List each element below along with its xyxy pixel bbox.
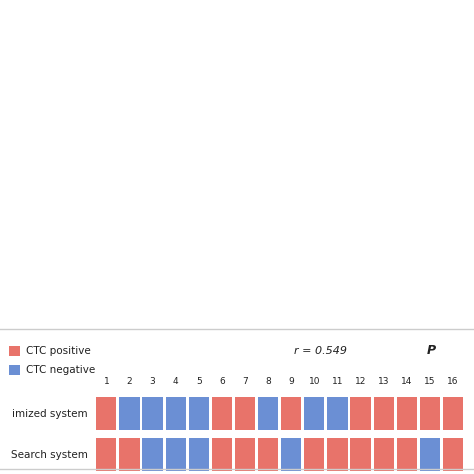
FancyBboxPatch shape: [304, 438, 324, 471]
Text: 10: 10: [309, 377, 320, 386]
Text: 16: 16: [447, 377, 459, 386]
Text: Search system: Search system: [11, 450, 88, 460]
Text: 3: 3: [150, 377, 155, 386]
Text: P: P: [427, 344, 436, 357]
FancyBboxPatch shape: [142, 397, 163, 430]
FancyBboxPatch shape: [258, 397, 278, 430]
FancyBboxPatch shape: [9, 365, 20, 375]
FancyBboxPatch shape: [327, 438, 347, 471]
FancyBboxPatch shape: [189, 438, 209, 471]
FancyBboxPatch shape: [0, 0, 474, 329]
FancyBboxPatch shape: [350, 397, 371, 430]
FancyBboxPatch shape: [235, 397, 255, 430]
Text: 2: 2: [127, 377, 132, 386]
Text: r = 0.549: r = 0.549: [294, 346, 347, 356]
Text: 15: 15: [424, 377, 436, 386]
FancyBboxPatch shape: [258, 438, 278, 471]
Text: 11: 11: [332, 377, 343, 386]
FancyBboxPatch shape: [9, 346, 20, 356]
FancyBboxPatch shape: [212, 438, 232, 471]
FancyBboxPatch shape: [397, 438, 417, 471]
Text: 12: 12: [355, 377, 366, 386]
FancyBboxPatch shape: [281, 438, 301, 471]
Text: imized system: imized system: [12, 409, 88, 419]
FancyBboxPatch shape: [96, 397, 117, 430]
FancyBboxPatch shape: [212, 397, 232, 430]
FancyBboxPatch shape: [142, 438, 163, 471]
FancyBboxPatch shape: [443, 438, 463, 471]
FancyBboxPatch shape: [374, 397, 394, 430]
FancyBboxPatch shape: [350, 438, 371, 471]
FancyBboxPatch shape: [96, 438, 117, 471]
FancyBboxPatch shape: [119, 397, 140, 430]
Text: 4: 4: [173, 377, 179, 386]
Text: CTC positive: CTC positive: [26, 346, 91, 356]
FancyBboxPatch shape: [304, 397, 324, 430]
Text: 14: 14: [401, 377, 412, 386]
Text: 6: 6: [219, 377, 225, 386]
FancyBboxPatch shape: [420, 397, 440, 430]
FancyBboxPatch shape: [420, 438, 440, 471]
FancyBboxPatch shape: [165, 397, 186, 430]
Text: 9: 9: [288, 377, 294, 386]
Text: 1: 1: [103, 377, 109, 386]
FancyBboxPatch shape: [189, 397, 209, 430]
Text: 7: 7: [242, 377, 248, 386]
FancyBboxPatch shape: [165, 438, 186, 471]
FancyBboxPatch shape: [119, 438, 140, 471]
FancyBboxPatch shape: [397, 397, 417, 430]
FancyBboxPatch shape: [327, 397, 347, 430]
Text: 13: 13: [378, 377, 390, 386]
FancyBboxPatch shape: [374, 438, 394, 471]
FancyBboxPatch shape: [281, 397, 301, 430]
Text: 5: 5: [196, 377, 201, 386]
Text: 8: 8: [265, 377, 271, 386]
Text: CTC negative: CTC negative: [26, 365, 95, 375]
FancyBboxPatch shape: [235, 438, 255, 471]
FancyBboxPatch shape: [443, 397, 463, 430]
